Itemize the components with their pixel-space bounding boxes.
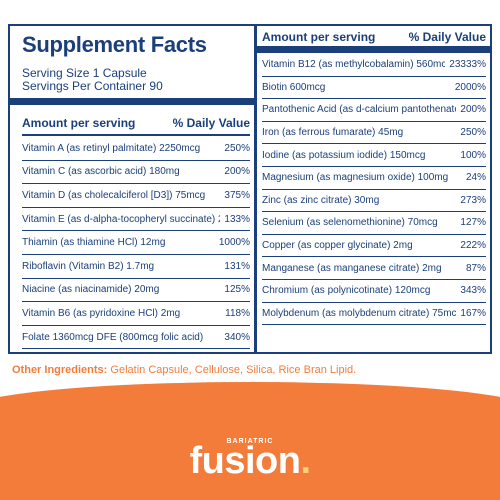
nutrient-daily-value: 87% bbox=[465, 262, 486, 274]
brand-logo: fusion. bbox=[0, 440, 500, 483]
nutrient-daily-value: 200% bbox=[460, 104, 486, 116]
nutrient-name: Magnesium (as magnesium oxide) 100mg bbox=[262, 172, 449, 184]
left-header-amount: Amount per serving bbox=[22, 116, 136, 130]
other-ingredients: Other Ingredients: Gelatin Capsule, Cell… bbox=[12, 364, 356, 376]
nutrient-row: Iodine (as potassium iodide) 150mcg 100% bbox=[262, 144, 486, 167]
nutrient-daily-value: 1000% bbox=[218, 237, 250, 249]
left-thick-bar bbox=[10, 98, 254, 105]
left-header-dv: % Daily Value bbox=[172, 116, 250, 130]
brand-subtitle: BARIATRIC bbox=[226, 438, 274, 445]
column-divider bbox=[254, 26, 257, 352]
nutrient-name: Manganese (as manganese citrate) 2mg bbox=[262, 262, 442, 274]
left-nutrient-list: Vitamin A (as retinyl palmitate) 2250mcg… bbox=[22, 137, 250, 350]
nutrient-name: Vitamin B12 (as methylcobalamin) 560mcg bbox=[262, 59, 446, 71]
nutrient-name: Selenium (as selenomethionine) 70mcg bbox=[262, 217, 438, 229]
nutrient-daily-value: 273% bbox=[460, 194, 486, 206]
supplement-facts-panel: Supplement Facts Serving Size 1 Capsule … bbox=[8, 24, 492, 354]
nutrient-name: Vitamin D (as cholecalciferol [D3]) 75mc… bbox=[22, 189, 206, 201]
orange-background bbox=[0, 382, 500, 500]
nutrient-name: Biotin 600mcg bbox=[262, 81, 326, 93]
brand-name: fusion bbox=[189, 440, 301, 482]
nutrient-row: Vitamin D (as cholecalciferol [D3]) 75mc… bbox=[22, 184, 250, 208]
nutrient-row: Thiamin (as thiamine HCl) 12mg 1000% bbox=[22, 231, 250, 255]
nutrient-daily-value: 23333% bbox=[449, 59, 486, 71]
nutrient-name: Vitamin C (as ascorbic acid) 180mg bbox=[22, 166, 180, 178]
nutrient-daily-value: 343% bbox=[460, 285, 486, 297]
serving-info: Serving Size 1 Capsule Servings Per Cont… bbox=[22, 67, 163, 93]
other-ingredients-text: Gelatin Capsule, Cellulose, Silica, Rice… bbox=[110, 364, 357, 376]
right-nutrient-list: Vitamin B12 (as methylcobalamin) 560mcg 2… bbox=[262, 54, 486, 326]
nutrient-name: Molybdenum (as molybdenum citrate) 75mcg bbox=[262, 307, 457, 319]
nutrient-row: Vitamin C (as ascorbic acid) 180mg 200% bbox=[22, 161, 250, 185]
nutrient-row: Manganese (as manganese citrate) 2mg 87% bbox=[262, 257, 486, 280]
nutrient-name: Vitamin A (as retinyl palmitate) 2250mcg bbox=[22, 142, 201, 154]
nutrient-daily-value: 200% bbox=[224, 166, 250, 178]
right-header: Amount per serving % Daily Value bbox=[262, 30, 486, 44]
nutrient-row: Selenium (as selenomethionine) 70mcg 127% bbox=[262, 212, 486, 235]
nutrient-row: Biotin 600mcg 2000% bbox=[262, 77, 486, 100]
nutrient-row: Chromium (as polynicotinate) 120mcg 343% bbox=[262, 280, 486, 303]
nutrient-name: Zinc (as zinc citrate) 30mg bbox=[262, 194, 380, 206]
right-header-amount: Amount per serving bbox=[262, 30, 376, 44]
nutrient-name: Riboflavin (Vitamin B2) 1.7mg bbox=[22, 260, 155, 272]
nutrient-daily-value: 167% bbox=[460, 307, 486, 319]
servings-per-container: Servings Per Container 90 bbox=[22, 79, 163, 93]
nutrient-daily-value: 250% bbox=[224, 142, 250, 154]
right-header-dv: % Daily Value bbox=[408, 30, 486, 44]
other-ingredients-label: Other Ingredients: bbox=[12, 364, 108, 376]
nutrient-daily-value: 375% bbox=[224, 189, 250, 201]
nutrient-row: Pantothenic Acid (as d-calcium pantothen… bbox=[262, 99, 486, 122]
left-header-rule bbox=[22, 134, 250, 136]
nutrient-row: Folate 1360mcg DFE (800mcg folic acid) 34… bbox=[22, 326, 250, 350]
panel-title: Supplement Facts bbox=[22, 32, 207, 57]
nutrient-daily-value: 250% bbox=[460, 127, 486, 139]
nutrient-daily-value: 100% bbox=[460, 149, 486, 161]
nutrient-row: Molybdenum (as molybdenum citrate) 75mcg… bbox=[262, 303, 486, 326]
nutrient-name: Vitamin B6 (as pyridoxine HCl) 2mg bbox=[22, 307, 181, 319]
nutrient-row: Niacine (as niacinamide) 20mg 125% bbox=[22, 279, 250, 303]
nutrient-row: Magnesium (as magnesium oxide) 100mg 24% bbox=[262, 167, 486, 190]
nutrient-row: Riboflavin (Vitamin B2) 1.7mg 131% bbox=[22, 255, 250, 279]
nutrient-daily-value: 133% bbox=[224, 213, 250, 225]
nutrient-name: Thiamin (as thiamine HCl) 12mg bbox=[22, 237, 166, 249]
left-header: Amount per serving % Daily Value bbox=[22, 116, 250, 130]
nutrient-name: Folate 1360mcg DFE (800mcg folic acid) bbox=[22, 331, 204, 343]
nutrient-daily-value: 118% bbox=[225, 307, 250, 319]
nutrient-daily-value: 340% bbox=[224, 331, 250, 343]
nutrient-name: Niacine (as niacinamide) 20mg bbox=[22, 284, 160, 296]
nutrient-row: Vitamin E (as d-alpha-tocopheryl succina… bbox=[22, 208, 250, 232]
brand-dot: . bbox=[300, 440, 311, 482]
nutrient-row: Iron (as ferrous fumarate) 45mg 250% bbox=[262, 122, 486, 145]
nutrient-row: Vitamin B6 (as pyridoxine HCl) 2mg 118% bbox=[22, 302, 250, 326]
nutrient-name: Copper (as copper glycinate) 2mg bbox=[262, 240, 413, 252]
nutrient-daily-value: 127% bbox=[460, 217, 486, 229]
nutrient-daily-value: 24% bbox=[465, 172, 486, 184]
nutrient-row: Vitamin B12 (as methylcobalamin) 560mcg 2… bbox=[262, 54, 486, 77]
nutrient-daily-value: 131% bbox=[224, 260, 250, 272]
nutrient-daily-value: 2000% bbox=[454, 81, 486, 93]
nutrient-name: Pantothenic Acid (as d-calcium pantothen… bbox=[262, 104, 456, 116]
nutrient-name: Chromium (as polynicotinate) 120mcg bbox=[262, 285, 431, 297]
nutrient-row: Vitamin A (as retinyl palmitate) 2250mcg… bbox=[22, 137, 250, 161]
serving-size: Serving Size 1 Capsule bbox=[22, 66, 147, 80]
nutrient-daily-value: 222% bbox=[460, 240, 486, 252]
right-thick-bar bbox=[257, 46, 492, 53]
nutrient-name: Iron (as ferrous fumarate) 45mg bbox=[262, 127, 404, 139]
nutrient-name: Iodine (as potassium iodide) 150mcg bbox=[262, 149, 426, 161]
nutrient-name: Vitamin E (as d-alpha-tocopheryl succina… bbox=[22, 213, 220, 225]
nutrient-row: Copper (as copper glycinate) 2mg 222% bbox=[262, 235, 486, 258]
nutrient-row: Zinc (as zinc citrate) 30mg 273% bbox=[262, 190, 486, 213]
nutrient-daily-value: 125% bbox=[224, 284, 250, 296]
